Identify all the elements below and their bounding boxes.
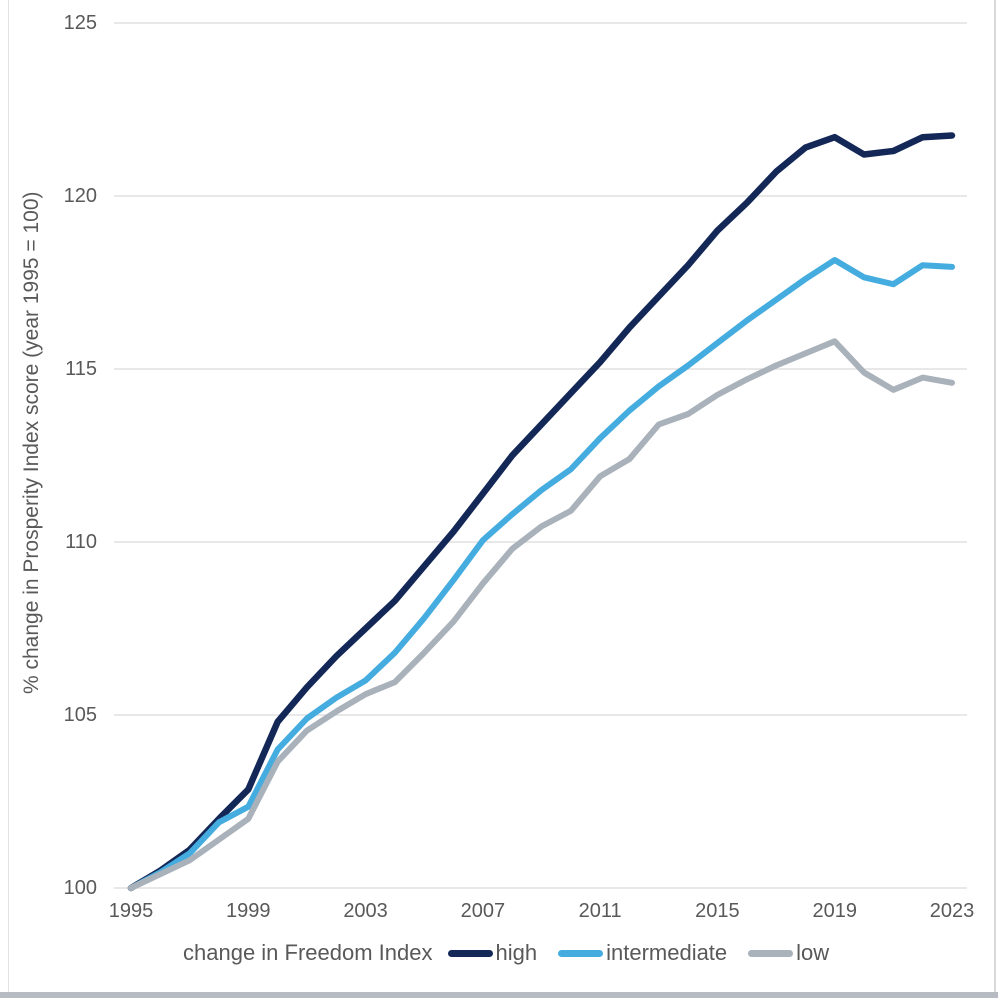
x-tick-label-2011: 2011 bbox=[578, 900, 622, 922]
legend-title: change in Freedom Index bbox=[183, 940, 433, 965]
series-line-low bbox=[128, 338, 955, 891]
x-tick-label-2003: 2003 bbox=[343, 900, 388, 922]
series-line-high bbox=[127, 132, 956, 892]
y-tick-label-125: 125 bbox=[63, 12, 97, 34]
chart-legend: change in Freedom Index high intermediate… bbox=[183, 936, 850, 970]
legend-items: high intermediate low bbox=[447, 940, 851, 966]
x-tick-label-2023: 2023 bbox=[929, 900, 975, 922]
legend-swatch-intermediate bbox=[558, 949, 604, 957]
x-tick-label-2007: 2007 bbox=[460, 900, 506, 922]
legend-item-low: low bbox=[748, 940, 829, 966]
y-tick-label-105: 105 bbox=[63, 704, 97, 726]
y-tick-label-115: 115 bbox=[65, 358, 97, 380]
x-tick-label-1995: 1995 bbox=[108, 900, 154, 922]
legend-swatch-high bbox=[447, 949, 493, 957]
y-tick-label-110: 110 bbox=[65, 531, 97, 553]
legend-label-high: high bbox=[495, 940, 538, 965]
window-bottom-edge bbox=[0, 992, 998, 998]
x-tick-label-2015: 2015 bbox=[695, 900, 740, 922]
y-tick-label-100: 100 bbox=[63, 877, 97, 899]
legend-label-intermediate: intermediate bbox=[606, 940, 728, 965]
legend-swatch-low bbox=[748, 949, 794, 957]
legend-label-low: low bbox=[796, 940, 830, 965]
x-tick-label-1999: 1999 bbox=[226, 900, 271, 922]
y-axis-title: % change in Prosperity Index score (year… bbox=[20, 191, 43, 694]
legend-item-high: high bbox=[447, 940, 538, 966]
series-line-intermediate bbox=[128, 257, 955, 891]
y-tick-label-120: 120 bbox=[63, 185, 97, 207]
x-tick-label-2019: 2019 bbox=[812, 900, 857, 922]
legend-item-intermediate: intermediate bbox=[558, 940, 727, 966]
